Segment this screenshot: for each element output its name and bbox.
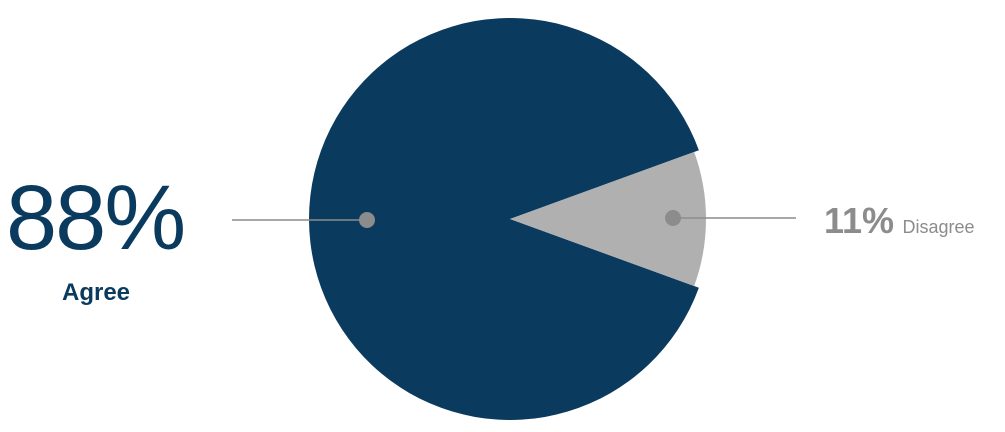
agree-percent-label: 88% — [6, 167, 186, 269]
pie-slice-agree — [309, 18, 699, 421]
agree-category-label: Agree — [62, 279, 131, 306]
pie-slices — [309, 18, 706, 421]
disagree-percent-label: 11% — [824, 200, 895, 241]
disagree-category-label: Disagree — [902, 217, 975, 237]
pie-slice-disagree — [510, 151, 706, 287]
disagree-label-group: 11% Disagree — [824, 200, 975, 242]
agree-leader-dot — [359, 212, 375, 228]
leader-lines — [232, 210, 796, 228]
disagree-leader-dot — [665, 210, 681, 226]
